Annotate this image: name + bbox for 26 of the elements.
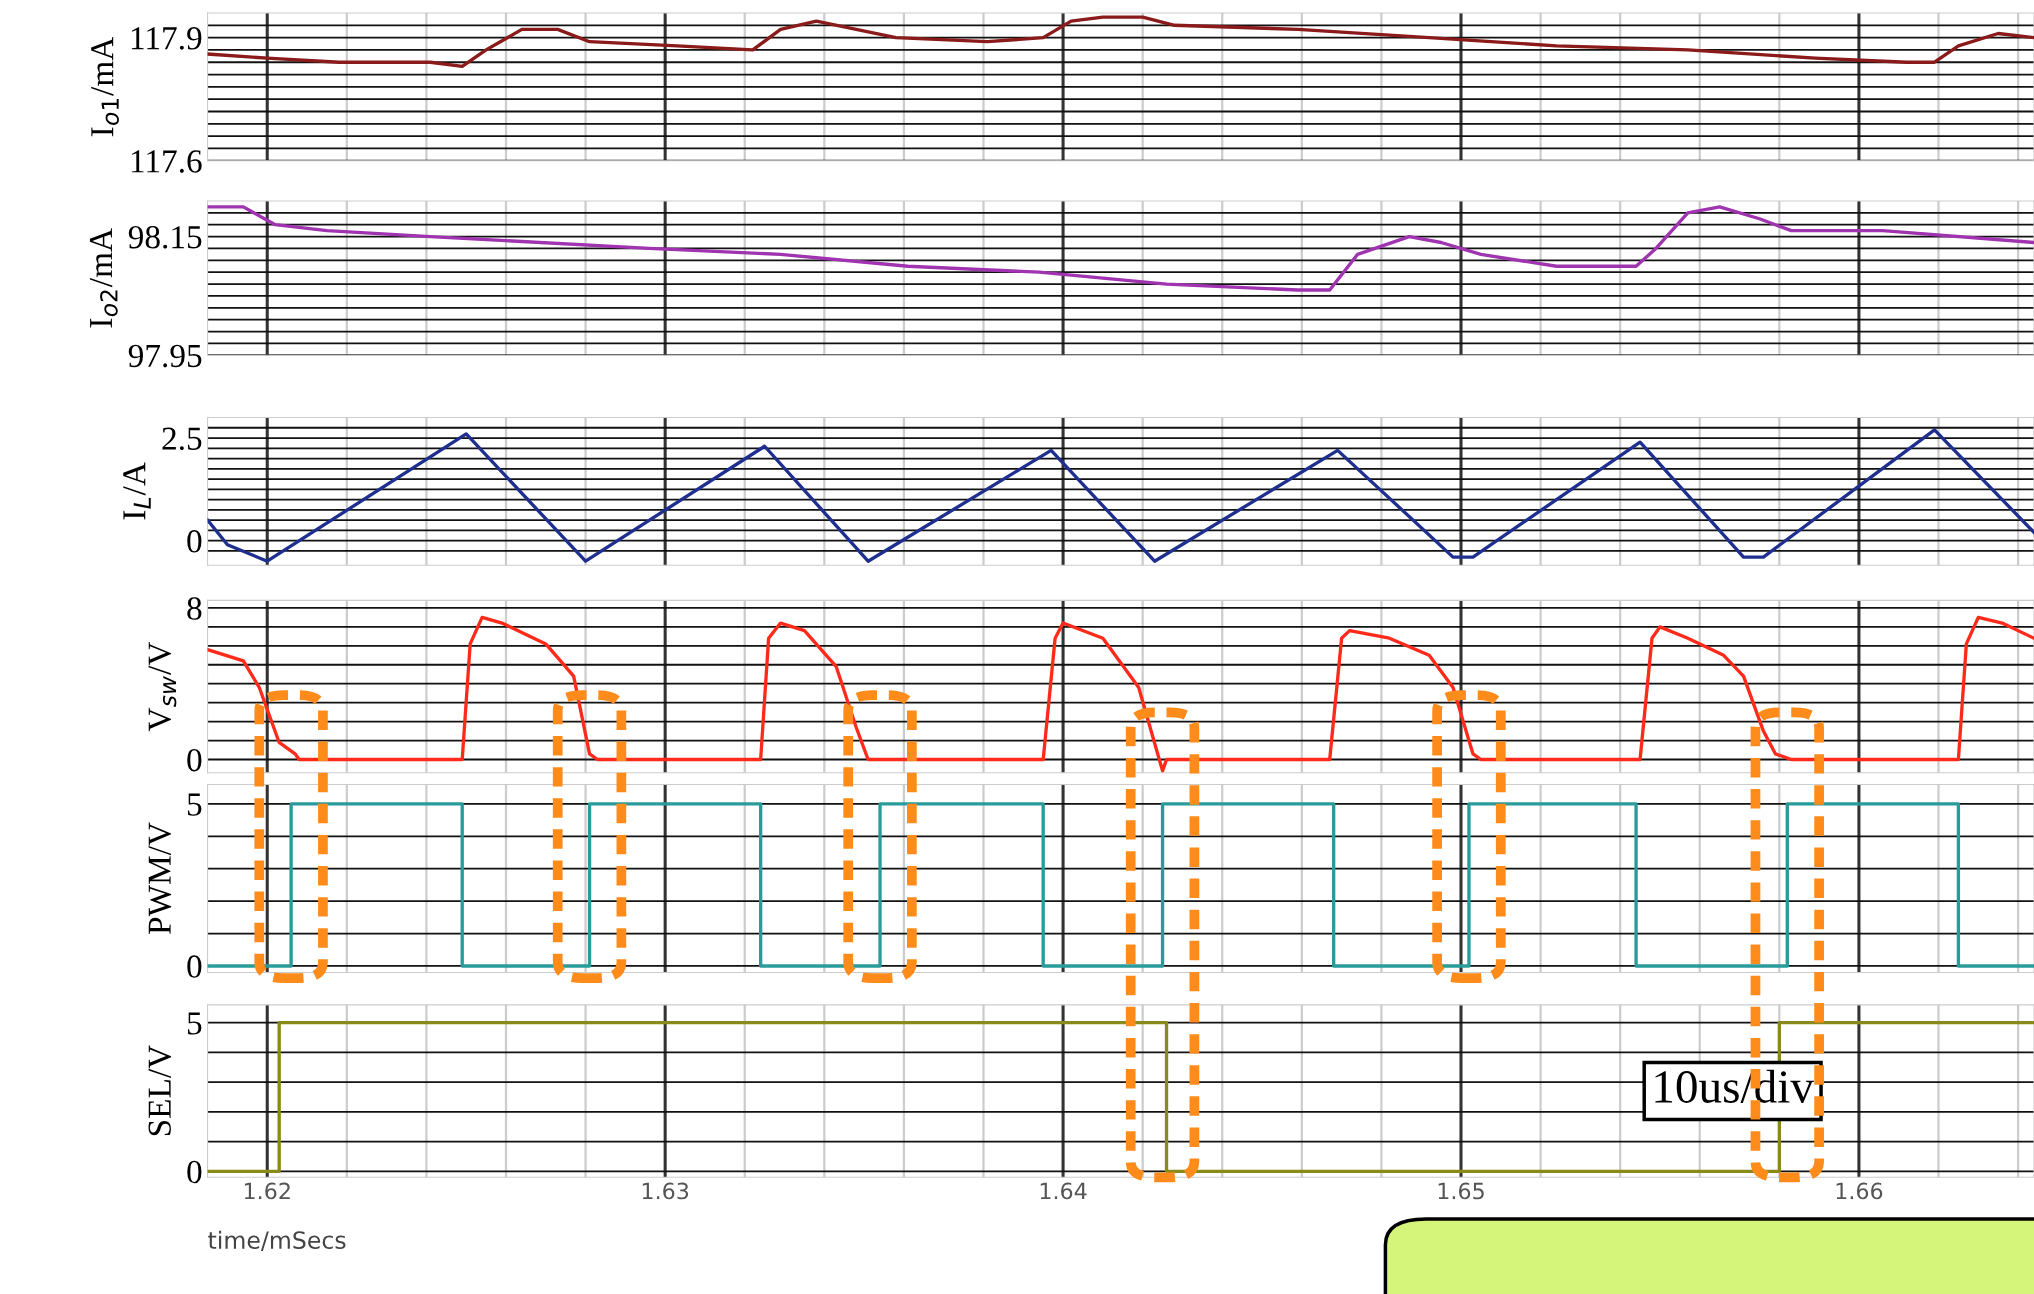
y-axis-title: I$_{o2}$/mA xyxy=(89,228,118,328)
annotation: 10us/div xyxy=(1655,1069,1814,1103)
y-axis-title: I$_{o1}$/mA xyxy=(91,36,119,137)
line-series xyxy=(207,205,2034,292)
y-tick-label: 98.15 xyxy=(128,225,202,249)
x-tick-label: 1.65 xyxy=(1438,1182,1484,1200)
x-tick-label: 1.64 xyxy=(1040,1182,1087,1200)
y-tick-label: 0 xyxy=(187,1160,202,1184)
y-tick-label: 117.9 xyxy=(131,27,202,50)
y-tick-label: 8 xyxy=(187,597,202,620)
y-axis-title: I$_{L}$/A xyxy=(123,462,151,520)
y-axis-title: PWM/V xyxy=(148,822,172,934)
x-axis-title: time/mSecs xyxy=(208,1230,346,1251)
x-tick-label: 1.63 xyxy=(642,1182,689,1200)
y-tick-label: 5 xyxy=(187,1012,202,1035)
y-tick-label: 0 xyxy=(187,530,202,553)
y-tick-label: 0 xyxy=(187,955,202,978)
y-axis-title: SEL/V xyxy=(148,1045,172,1136)
x-tick-label: 1.66 xyxy=(1836,1182,1883,1200)
y-axis-title: V$_{sw}$/V xyxy=(148,642,177,732)
x-tick-label: 1.62 xyxy=(244,1182,290,1200)
y-tick-label: 0 xyxy=(187,748,202,772)
y-tick-label: 117.6 xyxy=(131,150,202,173)
y-tick-label: 97.95 xyxy=(128,344,202,368)
y-tick-label: 2.5 xyxy=(162,427,202,451)
y-tick-label: 5 xyxy=(187,793,202,816)
